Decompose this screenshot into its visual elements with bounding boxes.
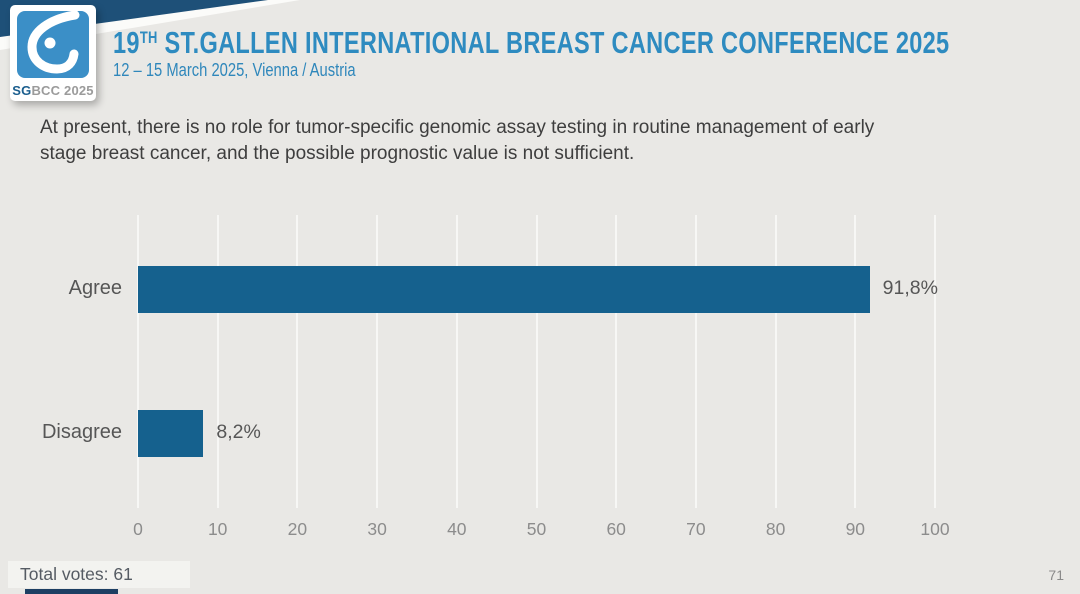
chart-gridline bbox=[216, 215, 219, 508]
value-label-agree: 91,8% bbox=[882, 277, 938, 299]
chart-gridline bbox=[535, 215, 538, 508]
slide-page-number: 71 bbox=[1048, 567, 1064, 583]
x-axis-tick-label: 80 bbox=[765, 519, 786, 539]
x-axis-tick-label: 10 bbox=[207, 519, 228, 539]
chart-gridline bbox=[615, 215, 618, 508]
x-axis-tick-label: 100 bbox=[920, 519, 950, 539]
bar-agree bbox=[138, 265, 870, 313]
x-axis-tick-label: 30 bbox=[367, 519, 387, 539]
bottom-navy-strip bbox=[25, 589, 118, 594]
x-axis-tick-label: 40 bbox=[447, 519, 467, 539]
poll-question-line2: stage breast cancer, and the possible pr… bbox=[40, 143, 635, 164]
x-axis-tick-label: 90 bbox=[845, 519, 866, 539]
x-axis-tick-label: 60 bbox=[606, 519, 626, 539]
total-votes-label: Total votes: 61 bbox=[20, 564, 133, 584]
chart-gridline bbox=[376, 215, 379, 508]
sgbcc-logo: SGBCC 2025 bbox=[10, 5, 96, 101]
x-axis-tick-label: 0 bbox=[133, 519, 143, 539]
chart-gridline bbox=[694, 215, 697, 508]
chart-gridline bbox=[455, 215, 458, 508]
conference-title: 19TH ST.GALLEN INTERNATIONAL BREAST CANC… bbox=[113, 25, 950, 60]
chart-gridline bbox=[934, 215, 936, 508]
chart-gridline bbox=[854, 215, 857, 508]
chart-gridline bbox=[296, 215, 299, 508]
sgbcc-logo-label: SGBCC 2025 bbox=[12, 83, 94, 98]
total-votes-box bbox=[8, 561, 190, 588]
poll-question-line1: At present, there is no role for tumor-s… bbox=[40, 117, 875, 138]
category-label-disagree: Disagree bbox=[41, 421, 122, 443]
conference-date-location: 12 – 15 March 2025, Vienna / Austria bbox=[113, 60, 356, 80]
chart-gridline bbox=[137, 215, 139, 508]
chart-gridline bbox=[774, 215, 777, 508]
value-label-disagree: 8,2% bbox=[216, 421, 261, 443]
x-axis-tick-label: 20 bbox=[287, 519, 308, 539]
bar-disagree bbox=[138, 409, 204, 457]
x-axis-tick-label: 50 bbox=[526, 519, 547, 539]
category-label-agree: Agree bbox=[68, 277, 122, 299]
sgbcc-breast-icon bbox=[17, 11, 89, 78]
poll-question: At present, there is no role for tumor-s… bbox=[40, 115, 874, 167]
x-axis-tick-label: 70 bbox=[686, 519, 706, 539]
